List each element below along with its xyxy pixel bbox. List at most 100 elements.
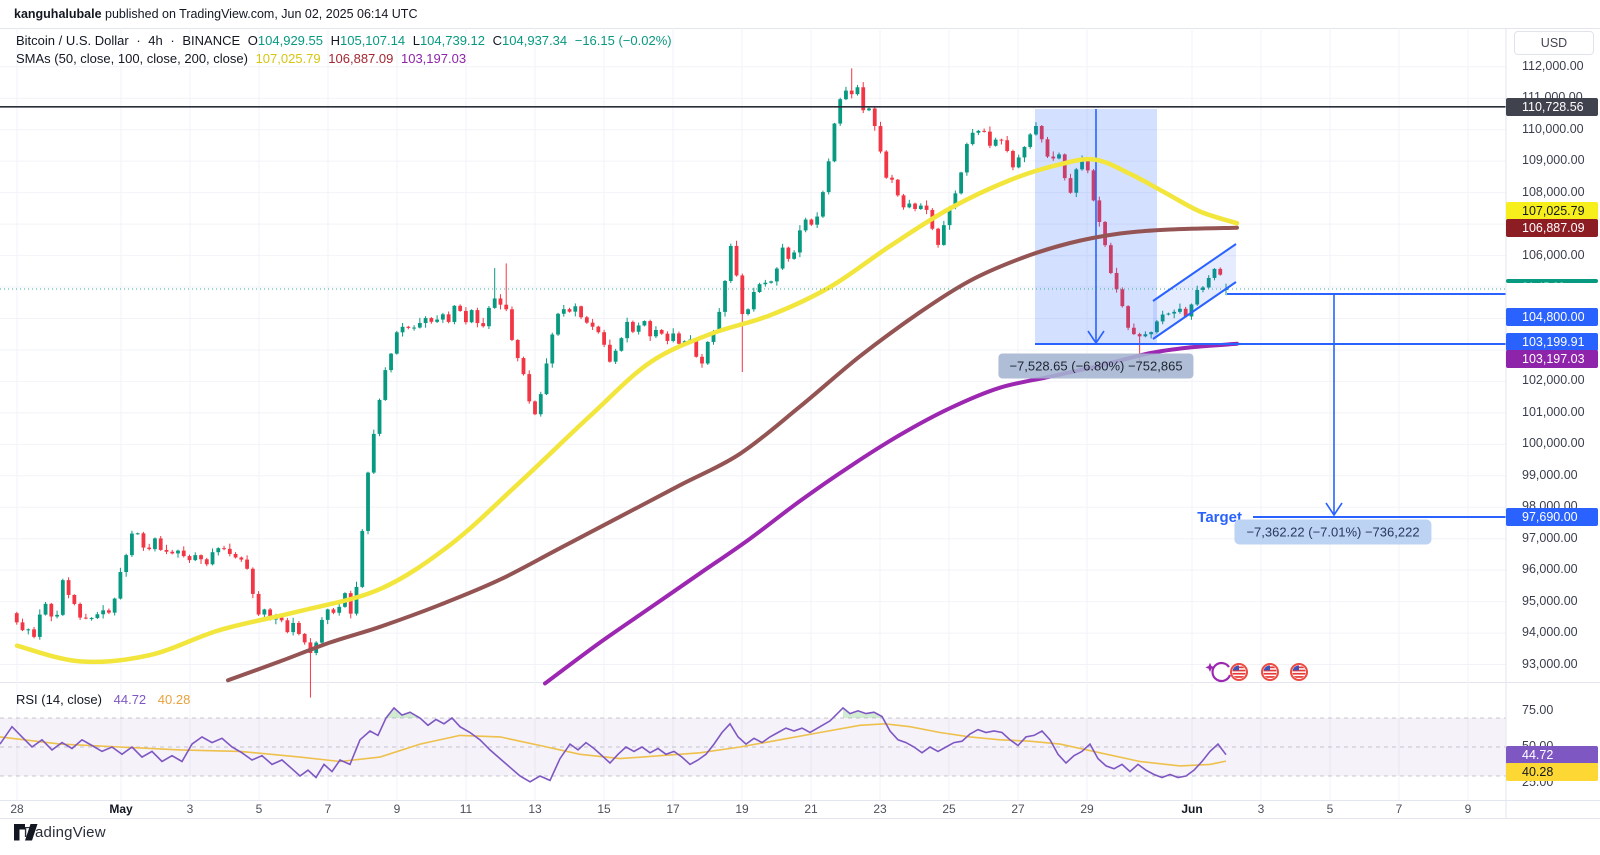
us-flag-event-icon[interactable]	[1261, 663, 1279, 681]
price-axis-label: 102,000.00	[1522, 373, 1585, 387]
price-axis-label: 109,000.00	[1522, 153, 1585, 167]
us-flag-event-icon[interactable]	[1230, 663, 1248, 681]
change-value: −16.15 (−0.02%)	[574, 33, 672, 48]
time-axis-label: 9	[393, 802, 401, 816]
pane-separator[interactable]	[0, 682, 1600, 683]
price-level-badge: 103,199.91	[1506, 333, 1598, 351]
tradingview-logo-icon	[14, 824, 38, 841]
currency-button[interactable]: USD	[1514, 31, 1594, 55]
current-price-badge: 104,937.34 01:45:39	[1506, 279, 1598, 295]
sma-title[interactable]: SMAs (50, close, 100, close, 200, close)	[16, 51, 248, 66]
rsi-value-badge: 44.72	[1506, 746, 1598, 764]
time-axis-label: 9	[1464, 802, 1472, 816]
interval-label[interactable]: 4h	[148, 33, 163, 48]
time-axis-label: 7	[324, 802, 332, 816]
sma100-line[interactable]	[226, 225, 1239, 683]
close-value: 104,937.34	[502, 33, 568, 48]
legend-dot: ·	[170, 33, 175, 48]
price-axis-label: 110,000.00	[1522, 122, 1584, 136]
time-axis-border	[0, 800, 1600, 801]
tradingview-attribution[interactable]: TradingView	[14, 824, 106, 841]
sma50-line[interactable]	[14, 156, 1240, 665]
rsi-pane[interactable]	[0, 706, 1506, 783]
symbol-name[interactable]: Bitcoin / U.S. Dollar	[16, 33, 129, 48]
open-value: 104,929.55	[257, 33, 323, 48]
refresh-sparkle-icon[interactable]	[1211, 661, 1232, 683]
price-axis-label: 106,000.00	[1522, 248, 1585, 262]
publish-info: published on TradingView.com, Jun 02, 20…	[101, 7, 418, 21]
price-axis-label: 108,000.00	[1522, 185, 1585, 199]
target-drawing[interactable]	[1253, 294, 1506, 518]
time-axis-label: 28	[10, 802, 24, 816]
time-axis-label: 17	[666, 802, 680, 816]
sma-legend[interactable]: SMAs (50, close, 100, close, 200, close)…	[16, 51, 470, 66]
price-level-badge: 107,025.79	[1506, 202, 1598, 220]
price-level-badge: 110,728.56	[1506, 98, 1598, 116]
price-axis-label: 95,000.00	[1522, 594, 1578, 608]
high-letter: H	[330, 33, 340, 48]
grid	[0, 28, 1506, 800]
currency-label: USD	[1540, 36, 1568, 50]
tradingview-brand-text: TradingView	[21, 824, 106, 841]
price-level-badge: 103,197.03	[1506, 350, 1598, 368]
panel-bottom-border	[0, 818, 1600, 819]
rsi-title[interactable]: RSI	[16, 692, 38, 707]
event-icons[interactable]	[1205, 661, 1308, 683]
time-axis-label: 15	[597, 802, 611, 816]
low-value: 104,739.12	[419, 33, 486, 48]
target-text[interactable]: Target	[1197, 509, 1242, 526]
time-axis-label: 27	[1011, 802, 1025, 816]
measure-label[interactable]: −7,528.65 (−6.80%) −752,865	[998, 353, 1194, 379]
price-axis-label: 96,000.00	[1522, 562, 1578, 576]
sma200-line[interactable]	[543, 341, 1239, 686]
time-axis-label: 29	[1080, 802, 1094, 816]
time-axis-label: 11	[459, 802, 473, 816]
rsi-value-badge: 40.28	[1506, 763, 1598, 781]
rsi-legend[interactable]: RSI (14, close) 44.72 40.28	[16, 692, 190, 707]
symbol-legend[interactable]: Bitcoin / U.S. Dollar · 4h · BINANCE O10…	[16, 33, 676, 48]
price-axis-label: 99,000.00	[1522, 468, 1578, 482]
sparkle-icon	[1205, 662, 1215, 672]
candle-countdown: 01:45:39	[1522, 281, 1565, 293]
target-measure-label[interactable]: −7,362.22 (−7.01%) −736,222	[1234, 519, 1432, 545]
time-axis-label: 19	[735, 802, 749, 816]
open-letter: O	[247, 33, 258, 48]
time-axis-label: Jun	[1181, 802, 1203, 816]
time-axis-label: 5	[1326, 802, 1334, 816]
panel-top-border	[0, 28, 1600, 29]
author-name: kanguhalubale	[14, 7, 102, 21]
rsi-line[interactable]	[0, 706, 1227, 783]
us-flag-event-icon[interactable]	[1290, 663, 1308, 681]
price-axis-label: 93,000.00	[1522, 657, 1578, 671]
price-axis-label: 112,000.00	[1522, 59, 1584, 73]
low-letter: L	[412, 33, 420, 48]
price-axis-label: 97,000.00	[1522, 531, 1578, 545]
time-axis-label: 3	[186, 802, 194, 816]
rsi-ma-line[interactable]	[0, 722, 1227, 767]
publish-header: kanguhalubale published on TradingView.c…	[14, 7, 417, 21]
time-axis-label: 25	[942, 802, 956, 816]
candles-series[interactable]	[14, 68, 1228, 698]
close-letter: C	[492, 33, 503, 48]
sma100-value: 106,887.09	[328, 51, 394, 66]
sma50-value: 107,025.79	[255, 51, 321, 66]
high-value: 105,107.14	[340, 33, 406, 48]
time-axis-label: 3	[1257, 802, 1265, 816]
rsi-axis-label: 75.00	[1522, 703, 1554, 717]
measure-drawing[interactable]	[1035, 109, 1157, 345]
price-axis-label: 100,000.00	[1522, 436, 1585, 450]
price-level-badge: 104,800.00	[1506, 308, 1598, 326]
time-axis-label: 7	[1395, 802, 1403, 816]
price-axis-label: 94,000.00	[1522, 625, 1578, 639]
rsi-ma-value: 40.28	[157, 692, 191, 707]
parallel-channel-drawing[interactable]	[1152, 243, 1237, 340]
price-axis-label: 101,000.00	[1522, 405, 1585, 419]
rsi-params: (14, close)	[41, 692, 102, 707]
time-axis-label: 23	[873, 802, 887, 816]
exchange-label[interactable]: BINANCE	[182, 33, 241, 48]
sma200-value: 103,197.03	[400, 51, 467, 66]
time-axis-label: May	[109, 802, 133, 816]
time-axis-label: 5	[255, 802, 263, 816]
